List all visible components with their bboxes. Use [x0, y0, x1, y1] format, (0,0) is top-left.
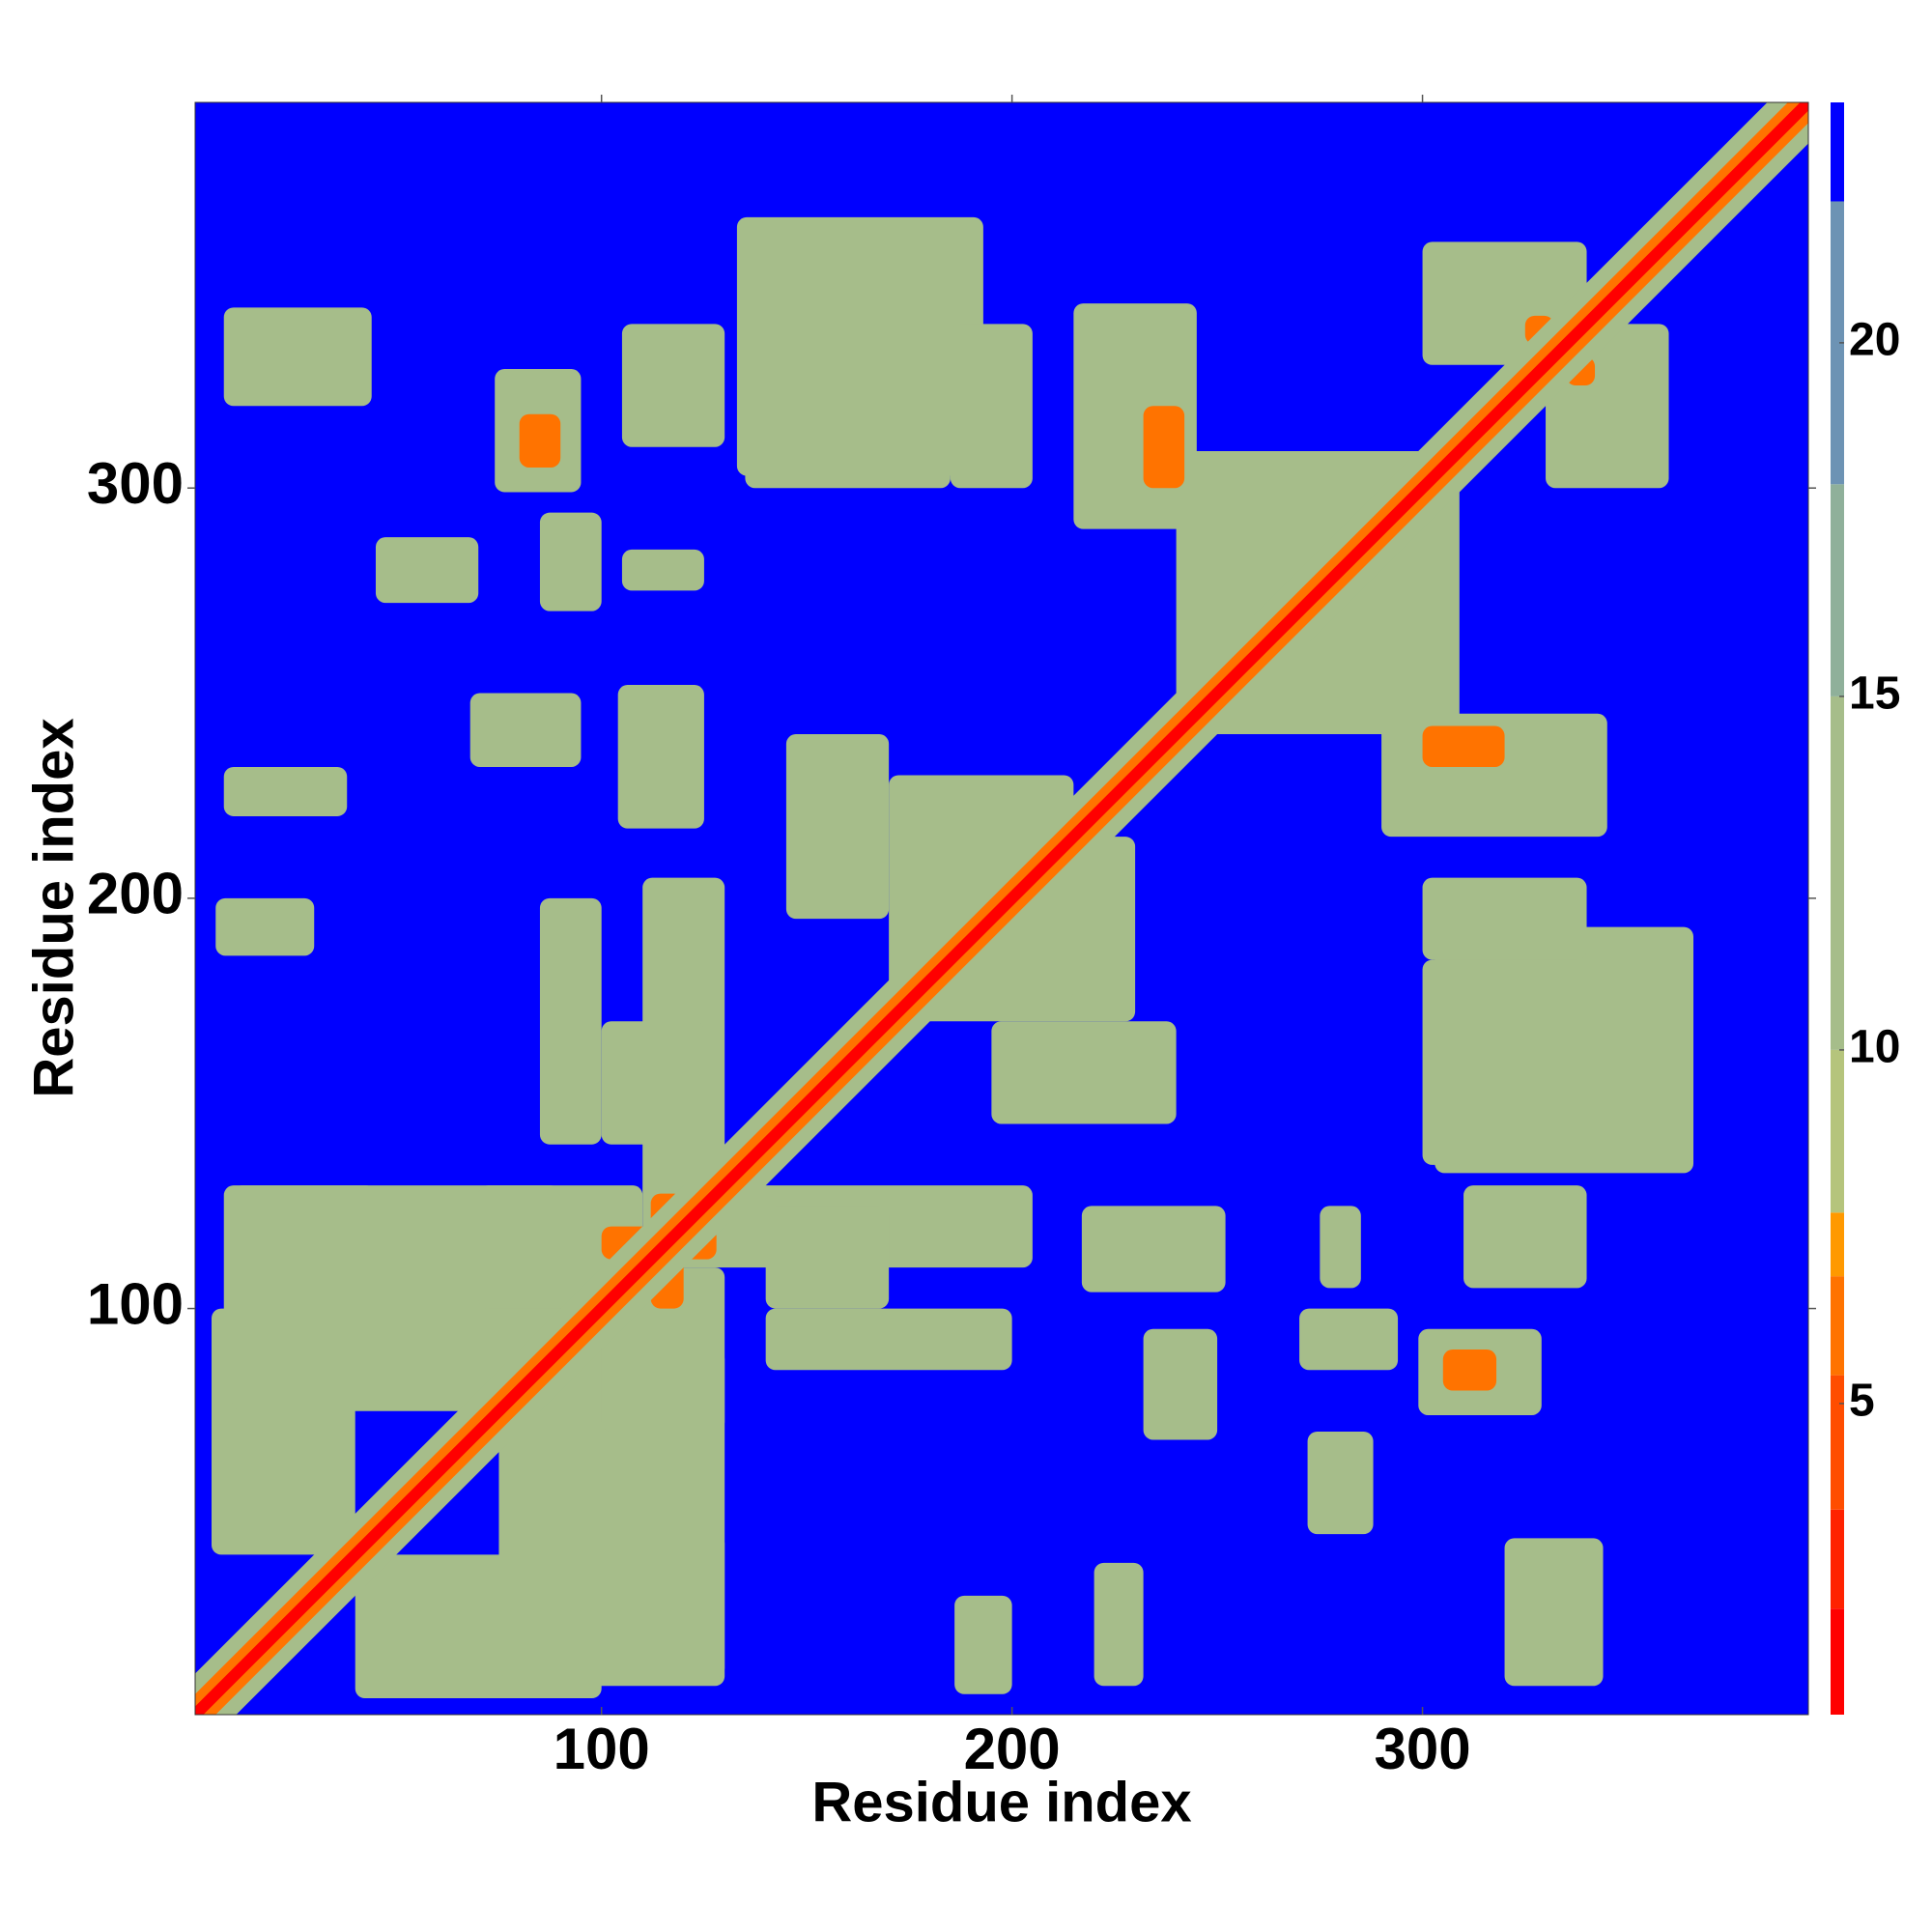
contact-patch-mirror [1081, 1206, 1226, 1293]
colorbar-tick-label: 15 [1849, 668, 1900, 720]
contact-patch [539, 897, 602, 1145]
contact-patch-mirror [1442, 1350, 1497, 1391]
contact-patch-mirror [1463, 1185, 1587, 1289]
contact-patch [519, 413, 561, 468]
contact-patch-mirror [765, 1206, 890, 1309]
colorbar-tick-label: 10 [1849, 1022, 1900, 1073]
contact-patch [215, 897, 315, 956]
x-tick-label: 300 [1375, 1717, 1471, 1781]
x-tick-label: 200 [964, 1717, 1061, 1781]
contact-patch [539, 512, 602, 611]
colorbar-segment [1831, 484, 1844, 696]
plot-frame [194, 101, 1809, 1716]
contact-patch-mirror [1299, 1308, 1399, 1371]
colorbar-segment [1831, 1212, 1844, 1277]
contact-patch-mirror [1422, 725, 1505, 767]
contact-patch [601, 1021, 704, 1145]
contact-patch-mirror [954, 1595, 1012, 1694]
colorbar-segment [1831, 1049, 1844, 1213]
y-tick-label: 200 [87, 862, 184, 926]
colorbar-tick-label: 5 [1849, 1376, 1875, 1427]
colorbar-tick-label: 20 [1849, 315, 1900, 366]
contact-patch-mirror [765, 1308, 1012, 1371]
colorbar-segment [1831, 1509, 1844, 1609]
diagonal-band [195, 102, 1808, 1715]
contact-patch-mirror [1094, 1562, 1144, 1687]
contact-patch-mirror [1307, 1431, 1374, 1535]
contact-patch [469, 693, 582, 767]
contact-patch-mirror [1504, 1538, 1604, 1687]
y-tick-label: 100 [87, 1271, 184, 1336]
contact-patch [223, 307, 372, 407]
colorbar-segment [1831, 1375, 1844, 1510]
contact-patch [736, 216, 983, 476]
x-axis-label: Residue index [811, 1771, 1191, 1833]
colorbar-segment [1831, 201, 1844, 485]
contact-patch-mirror [1143, 1328, 1218, 1440]
y-tick-label: 300 [87, 451, 184, 516]
contact-patch-mirror [1320, 1206, 1361, 1289]
contact-patch [785, 734, 890, 920]
contact-patch-mirror [1435, 926, 1694, 1174]
contact-patch [1143, 406, 1185, 489]
contact-patch [621, 549, 704, 591]
x-tick-label: 100 [554, 1717, 650, 1781]
colorbar-segment [1831, 1276, 1844, 1376]
contact-patch-mirror [991, 1021, 1177, 1124]
plot-area [195, 102, 1808, 1715]
colorbar-segment [1831, 102, 1844, 202]
contact-patch [950, 324, 1033, 489]
colorbar-segment [1831, 1608, 1844, 1715]
contact-patch [223, 766, 348, 816]
contact-patch [375, 537, 479, 604]
contact-patch-mirror [1422, 877, 1587, 960]
contact-patch [621, 324, 725, 447]
contact-patch [617, 685, 704, 829]
y-axis-label: Residue index [22, 718, 85, 1097]
colorbar-segment [1831, 696, 1844, 1050]
